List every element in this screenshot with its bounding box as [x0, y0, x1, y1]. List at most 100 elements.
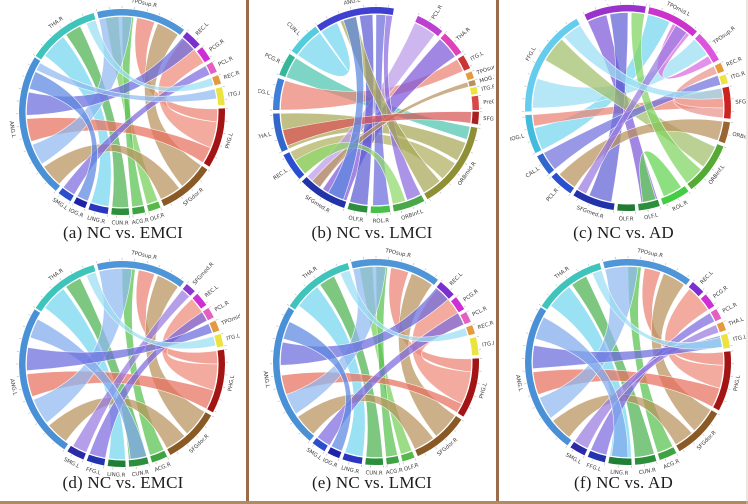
- segment-label-ITG.R: ITG.R: [730, 71, 746, 81]
- arc-segment-CUN.L: [291, 26, 320, 55]
- chord-ribbon: [280, 58, 464, 111]
- chord-ribbon: [327, 16, 364, 201]
- segment-label-ANG.L: ANG.L: [514, 375, 523, 392]
- chord-ribbon: [29, 318, 148, 460]
- chord-ribbon: [72, 289, 190, 453]
- column-divider-right: [496, 0, 499, 504]
- arc-segment-THA.R: [289, 262, 350, 310]
- arc-segment-PCL.R: [415, 15, 443, 37]
- segment-label-LING.R: LING.R: [107, 472, 126, 479]
- arc-segment-LING.R: [342, 453, 363, 464]
- arc-segment-PreCG.R: [471, 95, 479, 110]
- arc-segment-CUN.R: [365, 457, 384, 466]
- arc-segment-ITG.L: [457, 55, 471, 71]
- arc-segment-THA.L: [716, 321, 726, 333]
- arc-segment-LING.R: [608, 456, 632, 466]
- arc-segment-ORBmid.R: [424, 126, 478, 200]
- chord-ribbon: [339, 269, 469, 342]
- segment-label-FFG.L: FFG.L: [525, 46, 538, 62]
- caption-c: (c) NC vs. AD: [573, 223, 674, 242]
- chord-ribbon: [339, 16, 441, 194]
- chord-ribbon: [282, 111, 472, 147]
- arc-segment-TPOsup.R: [695, 33, 719, 63]
- chord-ribbon: [672, 65, 724, 119]
- arc-segments: [273, 6, 479, 214]
- arc-segment-OLF.R: [347, 202, 368, 213]
- arc-segment-SFGdor.R: [722, 86, 732, 119]
- ribbons: [532, 12, 724, 203]
- arc-segment-SFGdor.R: [161, 165, 208, 207]
- arc-segment-REC.L: [688, 281, 704, 297]
- tick-marks: [16, 258, 228, 470]
- arc-segment-SFGdor.R: [676, 410, 718, 452]
- chord-ribbon: [319, 275, 383, 458]
- chord-ribbon: [48, 396, 186, 449]
- chord-ribbon: [552, 393, 693, 446]
- arc-segment-ACG.R: [132, 206, 146, 215]
- chord-ribbon: [534, 14, 671, 151]
- tick-marks: [270, 4, 482, 216]
- segment-label-ITG.R: ITG.R: [481, 84, 494, 93]
- chord-ribbon: [558, 118, 723, 188]
- arc-segment-TPOsup.R: [351, 258, 438, 285]
- arc-segment-TPOsup.R: [603, 258, 690, 285]
- arc-segment-ITG.L: [214, 333, 224, 348]
- arc-segment-PCG.R: [279, 53, 296, 77]
- segment-label-THA.R: THA.R: [455, 27, 472, 43]
- arc-segment-PHG.L: [207, 349, 226, 413]
- arc-segment-CUN.R: [128, 457, 149, 467]
- arc-segment-ACG.R: [386, 456, 400, 465]
- ribbons: [26, 268, 218, 460]
- arc-segment-ITG.L: [720, 333, 730, 349]
- segment-label-TPOsup.R: TPOsup.R: [384, 248, 412, 259]
- segment-label-REC.L: REC.L: [204, 285, 220, 300]
- segment-label-ORBmid.R: ORBmid.R: [731, 132, 746, 144]
- segment-label-OLF.R: OLF.R: [149, 212, 165, 223]
- arc-segment-THA.R: [440, 33, 462, 57]
- segment-label-SMG.L: SMG.L: [305, 447, 322, 461]
- arc-segment-SFGmed.R: [301, 177, 347, 208]
- arc-segment-PCL.R: [460, 312, 471, 325]
- chord-ribbon: [282, 321, 352, 452]
- arc-segment-ITG.L: [469, 337, 479, 356]
- segment-label-ANG.L: ANG.L: [262, 371, 271, 388]
- ribbons: [280, 14, 472, 206]
- arc-segment-ANG.L: [525, 307, 572, 446]
- caption-f: (f) NC vs. AD: [574, 473, 673, 492]
- segment-label-PCL.R: PCL.R: [218, 56, 235, 68]
- segment-label-IOG.R: IOG.R: [321, 458, 338, 470]
- segment-label-ITG.L: ITG.L: [226, 333, 240, 342]
- segment-label-PCG.R: PCG.R: [712, 285, 729, 300]
- chord-ribbon: [639, 151, 682, 203]
- arc-segment-LING.R: [107, 459, 126, 468]
- chord-ribbon: [297, 22, 351, 77]
- arc-segment-SMG.L: [570, 442, 588, 456]
- segment-label-ANG.L: ANG.L: [605, 0, 622, 3]
- arc-segment-PHG.L: [203, 108, 226, 167]
- arc-segment-TPOmid.R: [209, 320, 220, 333]
- segment-label-PreCG.R: PreCG.R: [483, 98, 494, 106]
- segment-label-ITG.L: ITG.L: [733, 334, 746, 343]
- segment-label-SFGdor.R: SFGdor.R: [735, 99, 746, 106]
- arc-segment-OLF.R: [617, 203, 636, 212]
- arc-segment-SMG.L: [67, 445, 86, 460]
- chord-ribbon: [591, 269, 723, 350]
- arc-segment-TPOsup.R: [465, 71, 474, 81]
- segment-label-ACG.R: ACG.R: [663, 458, 681, 470]
- segment-label-REC.L: REC.L: [273, 168, 289, 182]
- segment-label-TPOsup.R: TPOsup.R: [130, 0, 158, 9]
- ribbons: [26, 16, 218, 208]
- segment-label-CAL.L: CAL.L: [525, 166, 541, 179]
- tick-marks: [522, 2, 734, 214]
- arc-segment-ACG.L: [273, 78, 285, 110]
- chord-ribbon: [297, 393, 434, 450]
- segment-label-PCL.R: PCL.R: [722, 302, 739, 315]
- chord-ribbon: [280, 287, 449, 366]
- segment-label-PCG.R: PCG.R: [463, 289, 480, 304]
- segment-label-REC.L: REC.L: [195, 22, 210, 37]
- segment-label-PHG.L: PHG.L: [479, 382, 489, 399]
- arc-segment-ITG.L: [215, 87, 225, 106]
- chord-ribbon: [85, 19, 215, 92]
- segment-label-ITG.L: ITG.L: [470, 51, 485, 63]
